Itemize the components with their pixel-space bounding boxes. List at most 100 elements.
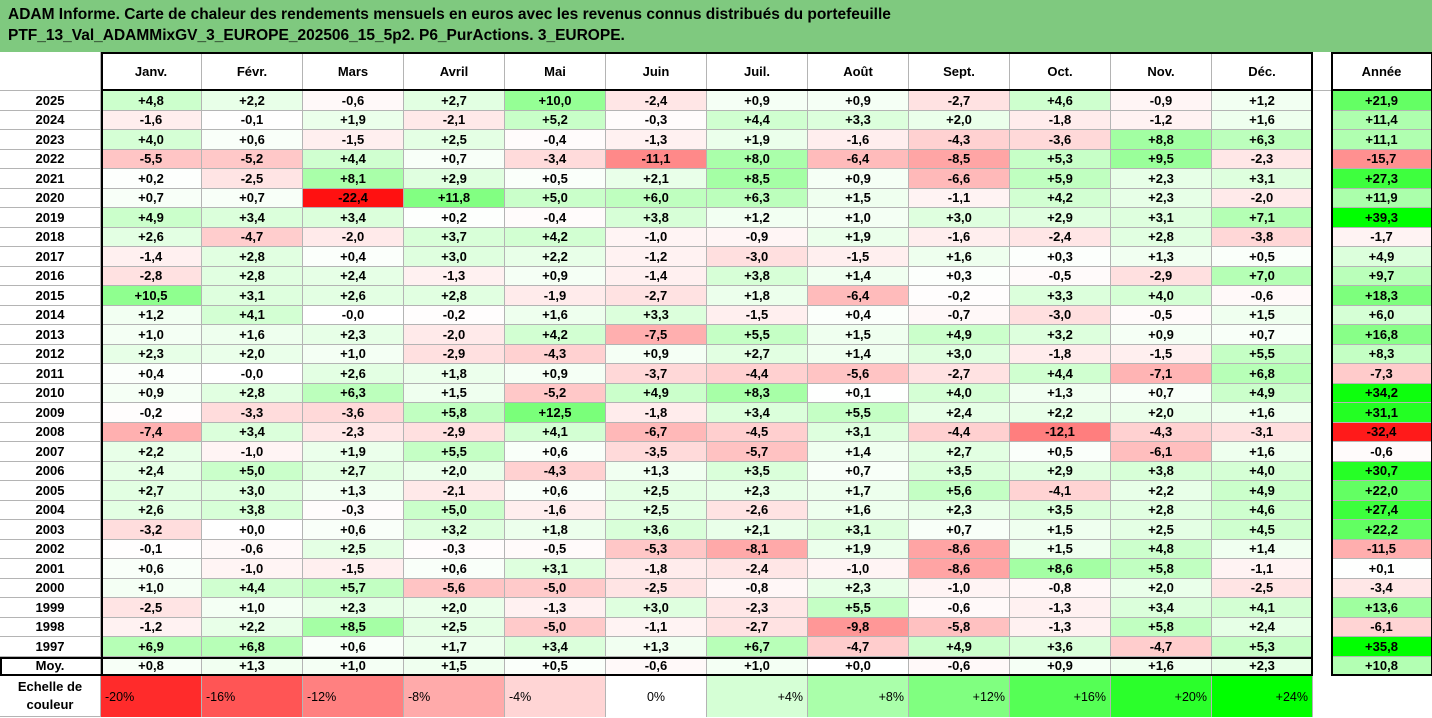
month-cell: +0,7 xyxy=(909,520,1010,540)
month-cell: +0,9 xyxy=(505,364,606,384)
annual-cell: +6,0 xyxy=(1331,305,1432,325)
month-cell: +2,9 xyxy=(404,169,505,189)
month-cell: +5,0 xyxy=(404,500,505,520)
month-cell: +5,3 xyxy=(1212,637,1313,657)
gap-cell xyxy=(1313,520,1331,540)
month-cell: -2,7 xyxy=(707,617,808,637)
month-cell: +2,1 xyxy=(707,520,808,540)
month-cell: +4,8 xyxy=(1111,539,1212,559)
month-cell: -0,3 xyxy=(606,110,707,130)
month-cell: +6,3 xyxy=(303,383,404,403)
month-cell: -12,1 xyxy=(1010,422,1111,442)
year-label: 2024 xyxy=(0,110,101,130)
month-cell: +3,7 xyxy=(404,227,505,247)
month-cell: +4,4 xyxy=(707,110,808,130)
month-cell: +2,8 xyxy=(202,266,303,286)
month-cell: -6,7 xyxy=(606,422,707,442)
month-cell: -3,3 xyxy=(202,403,303,423)
month-header: Oct. xyxy=(1010,52,1111,91)
year-label: 2011 xyxy=(0,364,101,384)
month-cell: +2,5 xyxy=(303,539,404,559)
month-cell: +1,3 xyxy=(1010,383,1111,403)
year-label: 2012 xyxy=(0,344,101,364)
year-label: 2005 xyxy=(0,481,101,501)
month-cell: +1,2 xyxy=(101,305,202,325)
month-cell: -0,4 xyxy=(505,130,606,150)
month-cell: +0,7 xyxy=(202,188,303,208)
annual-cell: +27,4 xyxy=(1331,500,1432,520)
month-cell: +3,6 xyxy=(1010,637,1111,657)
month-cell: +3,4 xyxy=(202,422,303,442)
year-label: 2003 xyxy=(0,520,101,540)
annual-cell: +11,9 xyxy=(1331,188,1432,208)
gap-cell xyxy=(1313,169,1331,189)
average-cell: +0,9 xyxy=(1010,656,1111,676)
month-cell: +0,4 xyxy=(303,247,404,267)
month-cell: +0,9 xyxy=(1111,325,1212,345)
month-cell: +5,5 xyxy=(707,325,808,345)
annual-header: Année xyxy=(1331,52,1432,91)
month-cell: +4,1 xyxy=(202,305,303,325)
month-cell: -5,7 xyxy=(707,442,808,462)
average-cell: -0,6 xyxy=(909,656,1010,676)
month-cell: +1,2 xyxy=(707,208,808,228)
month-cell: +2,6 xyxy=(101,227,202,247)
title-line-2: PTF_13_Val_ADAMMixGV_3_EUROPE_202506_15_… xyxy=(8,27,625,44)
annual-cell: -3,4 xyxy=(1331,578,1432,598)
month-header: Juil. xyxy=(707,52,808,91)
month-cell: +2,9 xyxy=(1010,208,1111,228)
month-cell: +5,0 xyxy=(202,461,303,481)
month-cell: +3,1 xyxy=(808,520,909,540)
month-cell: -0,2 xyxy=(404,305,505,325)
month-cell: +2,3 xyxy=(303,325,404,345)
month-cell: +2,8 xyxy=(1111,500,1212,520)
month-cell: -1,3 xyxy=(1010,598,1111,618)
month-cell: -3,6 xyxy=(1010,130,1111,150)
month-cell: +2,4 xyxy=(101,461,202,481)
month-cell: +0,0 xyxy=(202,520,303,540)
month-cell: +3,4 xyxy=(303,208,404,228)
month-cell: +2,2 xyxy=(202,617,303,637)
month-cell: -3,0 xyxy=(707,247,808,267)
gap-cell xyxy=(1313,598,1331,618)
month-cell: -0,1 xyxy=(101,539,202,559)
month-cell: +1,3 xyxy=(303,481,404,501)
month-cell: +5,8 xyxy=(1111,559,1212,579)
average-cell: -0,6 xyxy=(606,656,707,676)
scale-step: +4% xyxy=(707,676,808,717)
month-cell: +1,4 xyxy=(808,344,909,364)
month-cell: +0,7 xyxy=(1111,383,1212,403)
month-cell: -4,3 xyxy=(505,461,606,481)
annual-cell: +13,6 xyxy=(1331,598,1432,618)
annual-cell: +0,1 xyxy=(1331,559,1432,579)
month-cell: +4,6 xyxy=(1212,500,1313,520)
month-cell: +8,5 xyxy=(303,617,404,637)
month-cell: +2,7 xyxy=(909,442,1010,462)
month-cell: +1,6 xyxy=(1212,442,1313,462)
month-cell: -1,8 xyxy=(1010,344,1111,364)
month-cell: +3,1 xyxy=(808,422,909,442)
gap-cell xyxy=(1313,403,1331,423)
month-cell: +4,0 xyxy=(1111,286,1212,306)
average-cell: +1,0 xyxy=(707,656,808,676)
month-cell: -4,3 xyxy=(909,130,1010,150)
month-cell: +2,5 xyxy=(606,500,707,520)
month-cell: +1,0 xyxy=(202,598,303,618)
month-cell: -2,7 xyxy=(909,364,1010,384)
month-cell: +1,9 xyxy=(808,539,909,559)
month-cell: +8,0 xyxy=(707,149,808,169)
month-cell: -1,5 xyxy=(808,247,909,267)
month-cell: +2,0 xyxy=(1111,578,1212,598)
scale-step: +12% xyxy=(909,676,1010,717)
month-cell: -0,8 xyxy=(707,578,808,598)
month-cell: +0,7 xyxy=(404,149,505,169)
month-cell: +0,7 xyxy=(1212,325,1313,345)
month-cell: -2,5 xyxy=(101,598,202,618)
annual-cell: +11,4 xyxy=(1331,110,1432,130)
month-cell: +1,4 xyxy=(1212,539,1313,559)
month-cell: -0,6 xyxy=(909,598,1010,618)
gap-cell xyxy=(1313,383,1331,403)
month-cell: +0,3 xyxy=(909,266,1010,286)
year-label: 2019 xyxy=(0,208,101,228)
gap-cell xyxy=(1313,325,1331,345)
